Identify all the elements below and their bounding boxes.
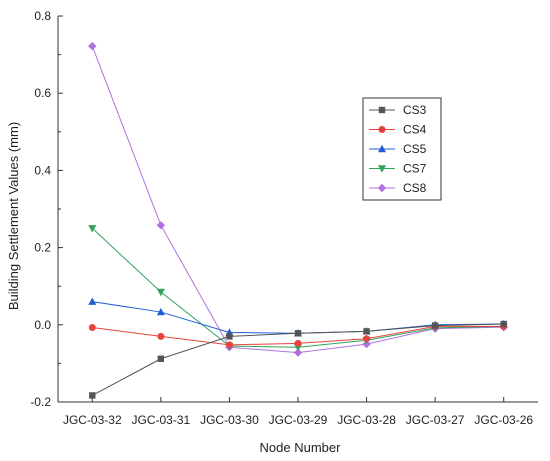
legend-swatch-marker — [378, 126, 386, 133]
series-cs3 — [89, 320, 507, 399]
series-line — [91, 45, 504, 354]
y-tick-label: -0.2 — [30, 395, 51, 409]
legend-label: CS4 — [403, 123, 427, 137]
legend-swatch-marker — [378, 144, 386, 153]
data-point — [431, 322, 439, 329]
data-point — [500, 320, 507, 328]
legend-swatch-marker — [377, 183, 387, 193]
x-axis-title: Node Number — [260, 440, 342, 455]
data-point — [157, 332, 165, 340]
x-tick-label: JGC-03-26 — [474, 413, 533, 427]
data-point — [89, 392, 96, 399]
x-tick-label: JGC-03-30 — [200, 413, 259, 427]
data-point — [88, 324, 96, 332]
x-tick-label: JGC-03-28 — [337, 413, 396, 427]
data-point — [88, 41, 97, 51]
series-cs8 — [88, 41, 508, 357]
legend-swatch-marker — [378, 106, 386, 114]
data-point — [363, 328, 370, 335]
data-point — [156, 307, 165, 316]
y-axis-title: Building Settlement Values (mm) — [6, 122, 21, 310]
y-tick-label: 0.0 — [34, 318, 51, 332]
y-tick-label: 0.2 — [34, 241, 51, 255]
data-point — [157, 355, 165, 362]
x-tick-label: JGC-03-27 — [406, 413, 465, 427]
legend-label: CS8 — [403, 181, 427, 195]
legend-label: CS7 — [403, 162, 427, 176]
legend: CS3 CS4 CS5 CS7 CS8 — [362, 97, 442, 201]
y-tick-label: 0.4 — [34, 163, 51, 177]
legend-label: CS3 — [403, 103, 427, 117]
data-point — [363, 335, 371, 343]
data-point — [293, 348, 303, 357]
x-tick-label: JGC-03-32 — [63, 413, 122, 427]
data-point — [88, 225, 97, 233]
x-tick-label: JGC-03-29 — [269, 413, 328, 427]
plot-area — [88, 41, 508, 399]
x-tick-label: JGC-03-31 — [132, 413, 191, 427]
y-tick-label: 0.6 — [34, 86, 51, 100]
data-point — [294, 330, 302, 337]
data-point — [294, 339, 302, 347]
data-point — [88, 297, 97, 305]
data-point — [226, 333, 233, 340]
data-point — [225, 341, 233, 349]
axes: -0.2 0.0 0.2 0.4 0.6 0.8 JGC-03-32 JGC-03-31 JGC… — [30, 9, 538, 427]
legend-swatch-marker — [378, 165, 386, 173]
data-point — [156, 221, 166, 230]
legend-label: CS5 — [403, 142, 427, 156]
data-point — [156, 288, 165, 297]
y-tick-label: 0.8 — [34, 9, 51, 23]
